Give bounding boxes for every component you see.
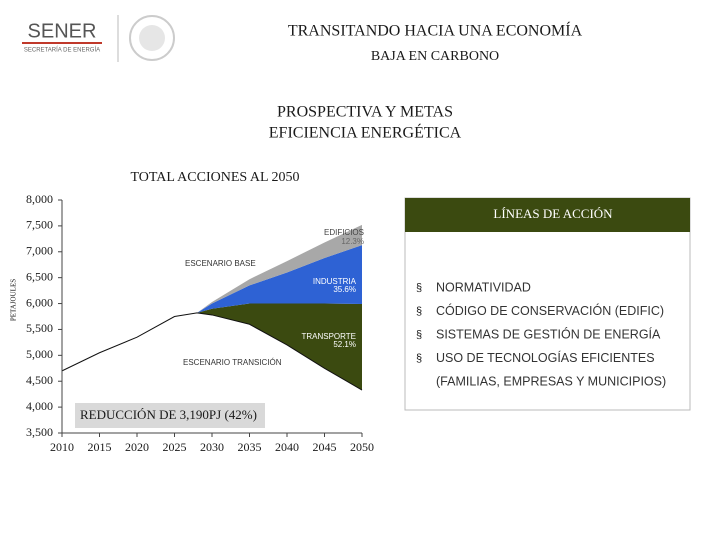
emblem	[129, 15, 175, 61]
legend-item: SISTEMAS DE GESTIÓN DE ENERGÍA	[436, 326, 661, 341]
base-label: ESCENARIO BASE	[185, 259, 256, 268]
reduction-box	[75, 403, 265, 428]
x-tick-label: 2015	[88, 440, 112, 454]
transition-line	[61, 312, 363, 391]
subtitle: EFICIENCIA ENERGÉTICA	[269, 123, 462, 142]
legend-item: NORMATIVIDAD	[436, 280, 531, 294]
logo: SENER	[28, 20, 97, 42]
x-tick-label: 2035	[238, 440, 262, 454]
y-tick-label: 5,000	[26, 347, 53, 361]
legend-item: USO DE TECNOLOGÍAS EFICIENTES	[436, 350, 655, 365]
x-tick-label: 2025	[163, 440, 187, 454]
y-tick-label: 6,000	[26, 295, 53, 309]
series-share: 12.3%	[341, 237, 364, 246]
bullet: §	[416, 282, 422, 294]
series-share: 52.1%	[333, 340, 356, 349]
bullet: §	[416, 305, 422, 317]
y-tick-label: 8,000	[26, 192, 53, 206]
legend-title: LÍNEAS DE ACCIÓN	[493, 206, 613, 221]
title: TRANSITANDO HACIA UNA ECONOMÍA	[288, 21, 583, 40]
chart-title: TOTAL ACCIONES AL 2050	[130, 170, 299, 185]
legend-item-cont: (FAMILIAS, EMPRESAS Y MUNICIPIOS)	[436, 374, 666, 388]
y-tick-label: 6,500	[26, 269, 53, 283]
x-tick-label: 2010	[50, 440, 74, 454]
title: BAJA EN CARBONO	[371, 49, 499, 64]
x-tick-label: 2040	[275, 440, 299, 454]
x-tick-label: 2050	[350, 440, 374, 454]
subtitle: PROSPECTIVA Y METAS	[277, 104, 453, 121]
bullet: §	[416, 329, 422, 341]
plot: 3,500 4,000 4,500 5,000 5,500 6,000 6,500 7,000…	[26, 192, 374, 454]
series-name: EDIFICIOS	[324, 228, 364, 237]
y-axis-label: PETAJOULES	[10, 279, 18, 321]
x-tick-label: 2020	[125, 440, 149, 454]
area	[62, 224, 362, 371]
legend-header	[405, 198, 690, 232]
legend-item: CÓDIGO DE CONSERVACIÓN (EDIFIC)	[436, 303, 664, 318]
x-tick-label: 2045	[313, 440, 337, 454]
legend-items: § NORMATIVIDAD § CÓDIGO DE CONSERVACIÓN (ED…	[416, 280, 666, 388]
y-tick-label: 7,000	[26, 244, 53, 258]
reduction-label: REDUCCIÓN DE 3,190PJ (42%)	[80, 407, 257, 422]
legend-box	[404, 197, 691, 411]
series-name: TRANSPORTE	[301, 332, 356, 341]
y-tick-label: 3,500	[26, 425, 53, 439]
area	[62, 245, 362, 371]
bullet: §	[416, 352, 422, 364]
y-tick-label: 7,500	[26, 218, 53, 232]
area	[62, 303, 362, 391]
series-name: INDUSTRIA	[313, 277, 357, 286]
x-tick-label: 2030	[200, 440, 224, 454]
y-tick-label: 5,500	[26, 321, 53, 335]
logo-sub: SECRETARÍA DE ENERGÍA	[24, 47, 100, 54]
y-tick-label: 4,000	[26, 399, 53, 413]
y-tick-label: 4,500	[26, 373, 53, 387]
transition-label: ESCENARIO TRANSICIÓN	[183, 358, 282, 367]
series-share: 35.6%	[333, 285, 356, 294]
emblem-center	[139, 25, 165, 51]
